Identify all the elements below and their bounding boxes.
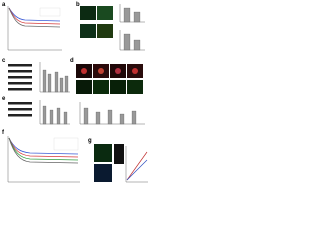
panel-label: f	[2, 130, 5, 136]
panel-e	[8, 100, 70, 125]
panel-label: a	[2, 2, 6, 8]
panel-a-chart	[7, 6, 62, 51]
panel-d	[76, 64, 145, 125]
panel-f-chart	[7, 136, 80, 183]
panel-label: d	[70, 58, 74, 64]
panel-g	[94, 144, 148, 183]
panel-b	[80, 4, 145, 51]
panel-label: g	[88, 138, 92, 144]
panel-label: e	[2, 96, 6, 102]
figure: a b c d e f g	[2, 2, 148, 183]
panel-label: c	[2, 58, 6, 64]
panel-label: b	[76, 2, 80, 8]
panel-c	[8, 62, 70, 93]
